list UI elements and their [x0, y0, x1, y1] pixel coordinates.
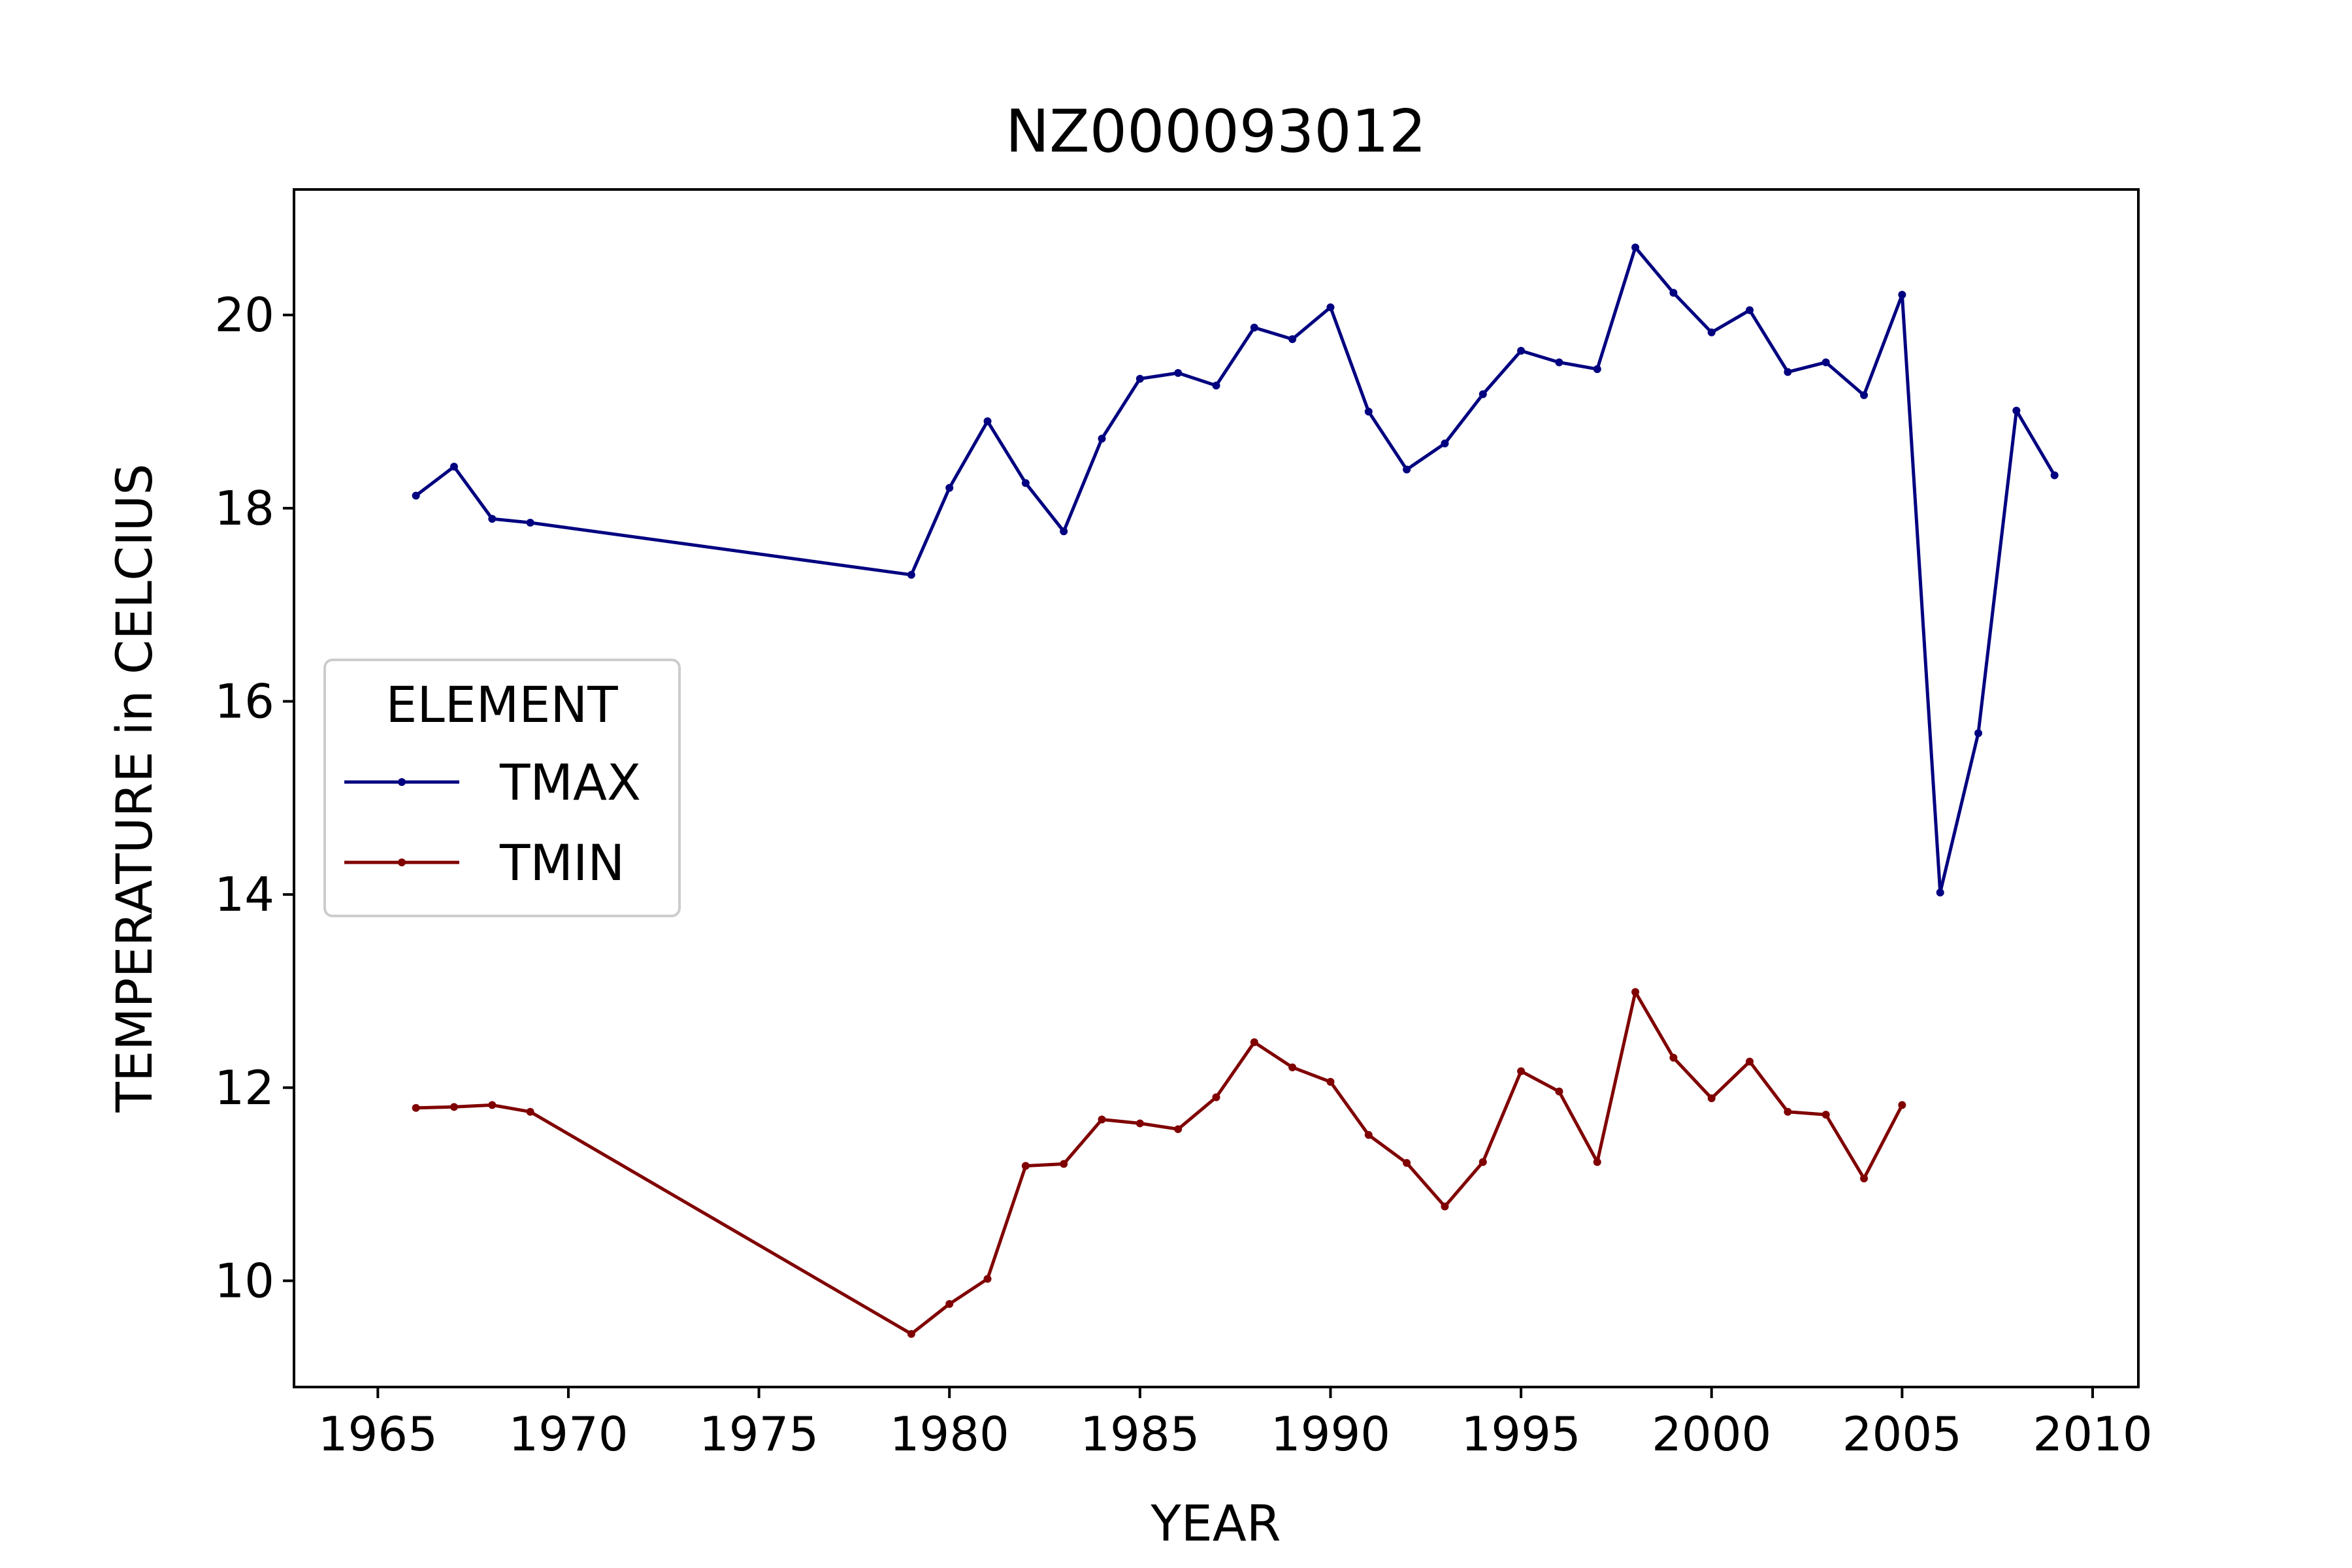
data-point-tmin — [1707, 1094, 1716, 1103]
data-point-tmin — [1898, 1101, 1906, 1109]
data-point-tmax — [526, 518, 534, 527]
y-axis-label: TEMPERATURE in CELCIUS — [105, 464, 163, 1113]
x-tick-label: 1980 — [890, 1407, 1009, 1462]
data-point-tmin — [983, 1275, 992, 1283]
data-point-tmax — [1936, 889, 1944, 897]
data-point-tmin — [412, 1103, 420, 1112]
plot-area — [293, 188, 2140, 1388]
data-point-tmax — [412, 491, 420, 500]
data-point-tmin — [1746, 1057, 1754, 1066]
data-point-tmin — [1021, 1162, 1030, 1170]
data-point-tmax — [1060, 527, 1068, 536]
data-point-tmax — [1631, 243, 1640, 252]
series-layer — [412, 243, 2059, 1338]
data-point-tmax — [1478, 390, 1487, 399]
x-tick-label: 1985 — [1080, 1407, 1200, 1462]
y-tick-label: 16 — [214, 674, 274, 728]
data-point-tmax — [1212, 382, 1220, 390]
data-point-tmax — [1517, 346, 1526, 355]
y-tick-label: 20 — [214, 287, 274, 342]
data-point-tmax — [1707, 328, 1716, 336]
data-point-tmax — [1403, 465, 1411, 474]
data-point-tmin — [1174, 1125, 1183, 1134]
data-point-tmin — [1784, 1107, 1792, 1116]
data-point-tmin — [1098, 1115, 1106, 1124]
x-tick-label: 1965 — [318, 1407, 438, 1462]
data-point-tmin — [1135, 1119, 1144, 1128]
legend-label-tmax: TMAX — [499, 753, 641, 811]
data-point-tmax — [1784, 368, 1792, 376]
data-point-tmin — [1593, 1158, 1601, 1166]
data-point-tmax — [2050, 471, 2059, 480]
data-point-tmin — [488, 1101, 497, 1109]
x-tick-label: 1975 — [699, 1407, 819, 1462]
data-point-tmax — [1441, 439, 1449, 448]
data-point-tmax — [1821, 358, 1830, 367]
data-point-tmax — [1021, 479, 1030, 487]
data-point-tmin — [1669, 1053, 1678, 1062]
x-tick-label: 1995 — [1461, 1407, 1580, 1462]
data-point-tmax — [1288, 335, 1297, 344]
legend-title: ELEMENT — [385, 676, 618, 734]
x-tick-label: 2000 — [1652, 1407, 1771, 1462]
data-point-tmin — [1364, 1131, 1373, 1139]
data-point-tmax — [1593, 365, 1601, 373]
data-point-tmax — [1898, 291, 1906, 299]
data-point-tmax — [1098, 434, 1106, 443]
y-tick-label: 18 — [214, 481, 274, 536]
data-point-tmin — [1250, 1038, 1258, 1047]
data-point-tmax — [488, 515, 497, 523]
data-point-tmax — [1364, 407, 1373, 416]
data-point-tmin — [1060, 1160, 1068, 1168]
data-point-tmin — [1441, 1202, 1449, 1211]
data-point-tmin — [1326, 1077, 1335, 1086]
data-point-tmax — [1174, 368, 1183, 377]
y-tick-label: 10 — [214, 1253, 274, 1308]
data-point-tmin — [945, 1299, 954, 1308]
data-point-tmax — [449, 463, 458, 471]
data-point-tmax — [1135, 374, 1144, 383]
data-point-tmin — [526, 1107, 534, 1116]
data-point-tmax — [945, 483, 954, 492]
legend-marker-tmin — [398, 858, 406, 866]
data-point-tmin — [1288, 1063, 1297, 1071]
data-point-tmax — [1746, 306, 1754, 314]
data-point-tmax — [1860, 391, 1869, 399]
legend-marker-tmax — [398, 778, 406, 786]
y-tick-label: 14 — [214, 867, 274, 922]
y-axis: 10 12 14 16 18 20 — [214, 287, 294, 1308]
chart-title: NZ000093012 — [1005, 97, 1426, 166]
x-axis-label: YEAR — [1150, 1494, 1281, 1552]
data-point-tmin — [1631, 988, 1640, 996]
y-tick-label: 12 — [214, 1060, 274, 1115]
x-tick-label: 2010 — [2033, 1407, 2152, 1462]
data-point-tmax — [1974, 729, 1983, 738]
data-point-tmax — [1669, 289, 1678, 297]
data-point-tmin — [1212, 1093, 1220, 1102]
data-point-tmin — [1517, 1067, 1526, 1075]
data-point-tmin — [1555, 1087, 1563, 1096]
data-point-tmin — [907, 1330, 915, 1338]
data-point-tmin — [1821, 1111, 1830, 1119]
data-point-tmax — [2012, 406, 2021, 415]
data-point-tmax — [1250, 323, 1258, 332]
x-tick-label: 2005 — [1842, 1407, 1962, 1462]
data-point-tmin — [449, 1103, 458, 1111]
data-point-tmin — [1403, 1159, 1411, 1168]
legend-label-tmin: TMIN — [499, 834, 625, 892]
legend-frame — [323, 659, 681, 917]
data-point-tmax — [907, 570, 915, 579]
x-tick-label: 1970 — [508, 1407, 628, 1462]
x-axis: 1965 1970 1975 1980 1985 1990 1995 2000 2005 2010 — [318, 1387, 2153, 1462]
x-tick-label: 1990 — [1271, 1407, 1390, 1462]
data-point-tmax — [1555, 358, 1563, 367]
data-point-tmax — [1326, 303, 1335, 312]
data-point-tmin — [1478, 1158, 1487, 1166]
legend: ELEMENT TMAX TMIN — [323, 659, 681, 917]
data-point-tmax — [983, 417, 992, 425]
series-line-tmin — [416, 990, 1904, 1336]
data-point-tmin — [1860, 1174, 1869, 1183]
